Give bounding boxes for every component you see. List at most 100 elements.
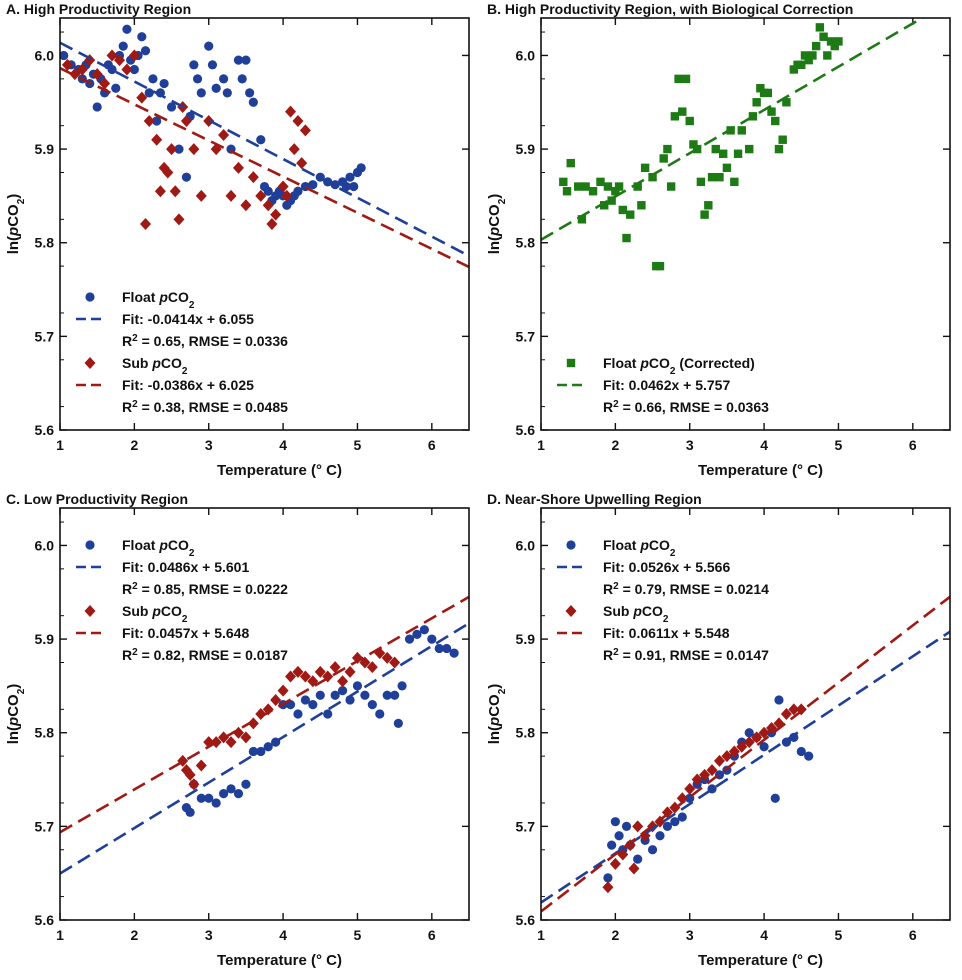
float-point (256, 135, 266, 145)
corrected-point (704, 201, 713, 210)
x-tick-label: 6 (909, 927, 917, 943)
float-point (610, 817, 620, 827)
corrected-point (826, 37, 836, 46)
float-point (60, 50, 69, 61)
float-point (118, 41, 128, 51)
corrected-point (815, 23, 825, 32)
sub-point (113, 54, 125, 67)
legend-series-name: Float pCO2 (122, 289, 195, 311)
sub-point (166, 143, 178, 156)
sub-point (684, 782, 696, 795)
float-point (204, 41, 214, 51)
float-point (226, 784, 236, 794)
secondary-fit-line (60, 595, 469, 834)
sub-point (713, 754, 725, 767)
corrected-point (707, 172, 717, 182)
legend-series-name: Float pCO2 (603, 537, 676, 559)
float-point (427, 634, 437, 644)
corrected-point (663, 144, 672, 154)
corrected-point (722, 163, 732, 173)
x-tick-label: 6 (428, 437, 436, 453)
corrected-point (718, 149, 728, 158)
y-tick-label: 5.8 (516, 725, 536, 741)
sub-point (285, 670, 297, 683)
sub-point (61, 58, 73, 71)
x-axis-label: Temperature (° C) (698, 462, 823, 479)
sub-point (374, 647, 386, 660)
corrected-point (666, 182, 676, 191)
y-tick-label: 6.0 (516, 537, 536, 553)
sub-point (140, 218, 152, 230)
float-point (442, 643, 452, 654)
y-tick-label: 5.7 (35, 818, 55, 834)
float-point (248, 746, 258, 757)
x-tick-label: 3 (686, 927, 694, 943)
legend-fit-stats: R2 = 0.65, RMSE = 0.0336 (122, 333, 288, 350)
legend-fit-equation: Fit: 0.0462x + 5.757 (603, 377, 730, 393)
float-point (237, 74, 247, 84)
float-point (219, 74, 229, 84)
float-point (603, 873, 613, 883)
corrected-point (678, 107, 687, 116)
corrected-point (566, 158, 575, 168)
data-area (541, 18, 925, 271)
sub-point (218, 129, 230, 142)
float-point (796, 746, 806, 757)
sub-point (322, 670, 334, 683)
float-point (248, 97, 258, 107)
panel-b: B. High Productivity Region, with Biolog… (481, 0, 962, 490)
corrected-point (670, 112, 680, 121)
sub-point (128, 49, 140, 62)
sub-point (366, 661, 378, 674)
sub-point (232, 726, 244, 739)
sub-point (329, 661, 341, 674)
corrected-point (823, 51, 832, 60)
x-axis-label: Temperature (° C) (217, 462, 342, 479)
data-area (541, 595, 950, 913)
float-point (662, 821, 673, 831)
corrected-point (715, 172, 724, 182)
float-point (382, 690, 392, 700)
float-point (241, 55, 251, 65)
x-tick-label: 2 (611, 927, 619, 943)
float-point (137, 32, 147, 42)
float-point (293, 186, 303, 196)
x-axis-label: Temperature (° C) (698, 952, 823, 969)
sub-point (99, 77, 111, 90)
corrected-point (655, 261, 665, 271)
legend-fit-stats: R2 = 0.91, RMSE = 0.0147 (603, 647, 769, 664)
sub-point (240, 731, 252, 744)
y-tick-label: 5.6 (35, 912, 55, 928)
float-point (207, 60, 218, 70)
panel-title: D. Near-Shore Upwelling Region (487, 491, 702, 507)
corrected-point (618, 205, 627, 215)
sub-point (151, 133, 163, 146)
sub-point (788, 703, 800, 716)
float-point (181, 172, 192, 182)
corrected-point (700, 210, 709, 219)
sub-point (255, 189, 267, 202)
float-point (356, 163, 366, 173)
sub-point (255, 708, 267, 720)
x-tick-label: 1 (56, 927, 64, 943)
sub-point (195, 759, 207, 772)
float-point (233, 788, 244, 799)
corrected-point (811, 41, 821, 51)
corrected-point (607, 196, 616, 205)
float-point (341, 181, 351, 192)
legend-series-name: Sub pCO2 (603, 603, 669, 625)
float-point (211, 83, 221, 93)
legend-fit-stats: R2 = 0.38, RMSE = 0.0485 (122, 399, 288, 416)
float-point (241, 779, 251, 789)
x-tick-label: 1 (537, 927, 545, 943)
y-axis-label: ln(pCO2) (486, 194, 508, 255)
legend-fit-stats: R2 = 0.85, RMSE = 0.0222 (122, 581, 288, 598)
corrected-point (819, 32, 828, 41)
float-point (390, 690, 400, 700)
sub-point (743, 736, 755, 749)
y-tick-label: 5.9 (516, 631, 536, 647)
corrected-point (778, 135, 787, 144)
corrected-point (800, 51, 810, 60)
float-point (412, 629, 422, 640)
